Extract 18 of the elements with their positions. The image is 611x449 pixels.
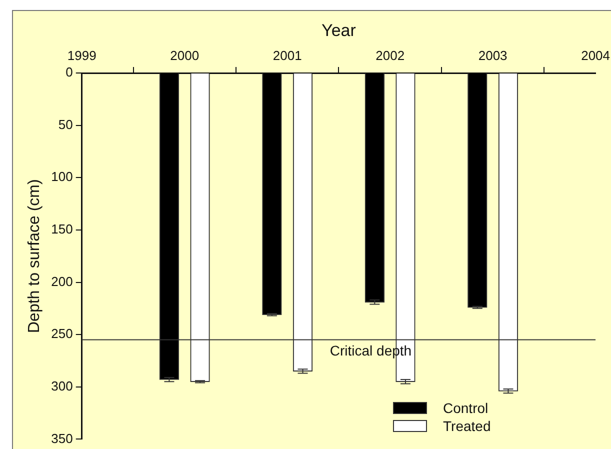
y-tick-label: 350 (51, 430, 73, 446)
y-tick-label: 100 (51, 169, 73, 184)
x-tick-label: 2002 (376, 48, 405, 63)
y-tick-label: 50 (58, 116, 73, 132)
x-axis-title: Year (322, 20, 356, 40)
x-tick-label: 2000 (170, 48, 200, 63)
y-tick-label: 250 (51, 326, 73, 342)
x-tick-label: 1999 (67, 48, 96, 63)
y-axis-title: Depth to surface (cm) (26, 179, 44, 334)
y-tick-label: 300 (51, 378, 73, 394)
x-tick-label: 2001 (272, 48, 302, 63)
legend-label: Treated (443, 418, 491, 434)
x-tick-label: 2003 (478, 48, 508, 63)
y-tick-label: 200 (51, 274, 73, 289)
legend-label: Control (443, 400, 488, 416)
x-tick-label: 2004 (581, 48, 610, 63)
y-tick-label: 0 (66, 64, 73, 80)
y-tick-label: 150 (51, 222, 73, 237)
